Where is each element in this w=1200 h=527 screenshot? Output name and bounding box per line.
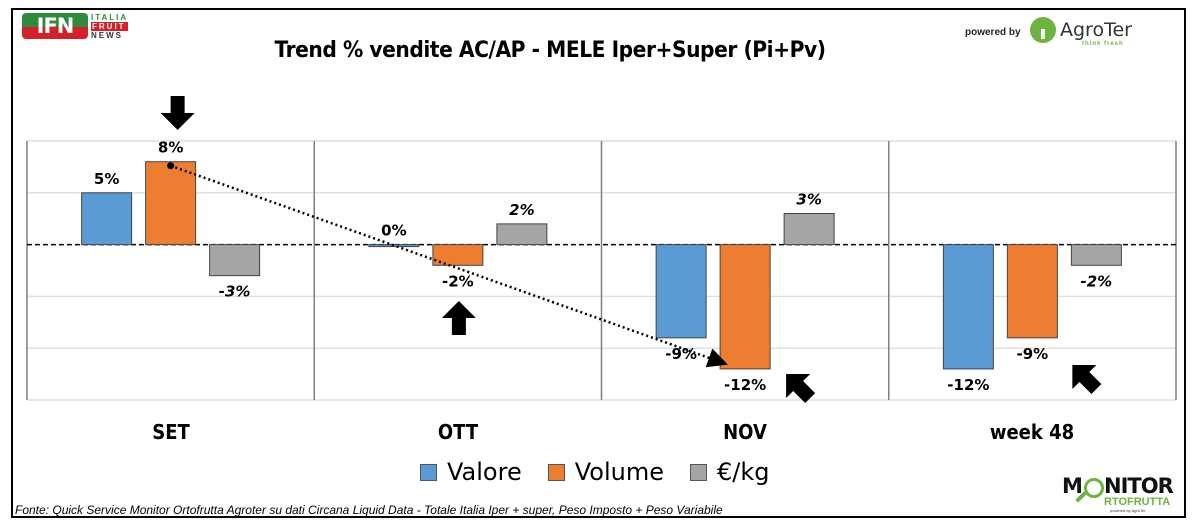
data-label: -2% (1081, 272, 1113, 290)
data-label: 5% (94, 170, 119, 188)
arrow-up-left-icon (1072, 364, 1102, 394)
bar-volume-week48 (1006, 244, 1058, 339)
ifn-logo-mark: IFN (22, 13, 88, 39)
data-label: -12% (947, 376, 989, 394)
legend: Valore Volume €/kg (420, 458, 769, 486)
ifn-logo: IFN ITALIA FRUIT NEWS (22, 13, 142, 43)
legend-swatch-valore (420, 463, 437, 481)
data-label: -3% (219, 283, 251, 301)
data-label: 2% (509, 201, 534, 219)
ifn-logo-words: ITALIA FRUIT NEWS (91, 13, 129, 40)
legend-swatch-volume (547, 463, 565, 481)
data-label: -9% (1017, 345, 1049, 363)
data-label: 8% (158, 139, 183, 157)
category-label: OTT (437, 420, 479, 444)
bar-volume-set (145, 161, 197, 246)
bar-valore-nov (655, 244, 707, 339)
tree-icon (1030, 17, 1056, 43)
source-note: Fonte: Quick Service Monitor Ortofrutta … (15, 503, 723, 517)
bar-kg-nov (783, 213, 835, 246)
category-label: week 48 (990, 420, 1075, 444)
bar-valore-set (81, 192, 133, 246)
data-label: 0% (381, 222, 406, 240)
arrow-down-icon (160, 96, 195, 130)
bar-kg-set (209, 244, 261, 277)
legend-item-prezzo: €/kg (689, 458, 769, 486)
data-label: -9% (665, 345, 697, 363)
data-label: 3% (796, 191, 821, 209)
agroter-logo: AgroTer think fresh (1030, 17, 1132, 47)
monitor-ortofrutta-logo: M NITOR RTOFRUTTA powered by AgroTer (1062, 474, 1174, 513)
category-label: SET (151, 420, 190, 444)
data-label: -12% (724, 376, 766, 394)
powered-by-label: powered by (965, 27, 1021, 38)
bar-valore-week48 (942, 244, 994, 370)
magnifier-icon (1084, 478, 1104, 498)
legend-item-volume: Volume (547, 458, 664, 486)
data-label: -2% (442, 272, 474, 290)
category-label: NOV (723, 420, 768, 444)
legend-swatch-prezzo (689, 463, 707, 481)
arrow-up-left-icon (786, 373, 816, 403)
chart-title: Trend % vendite AC/AP - MELE Iper+Super … (274, 38, 826, 63)
bar-volume-ott (432, 244, 484, 266)
legend-item-valore: Valore (420, 458, 522, 486)
arrow-up-icon (441, 301, 476, 335)
bar-kg-week48 (1070, 244, 1122, 266)
bar-volume-nov (719, 244, 771, 370)
bar-kg-ott (496, 223, 548, 246)
